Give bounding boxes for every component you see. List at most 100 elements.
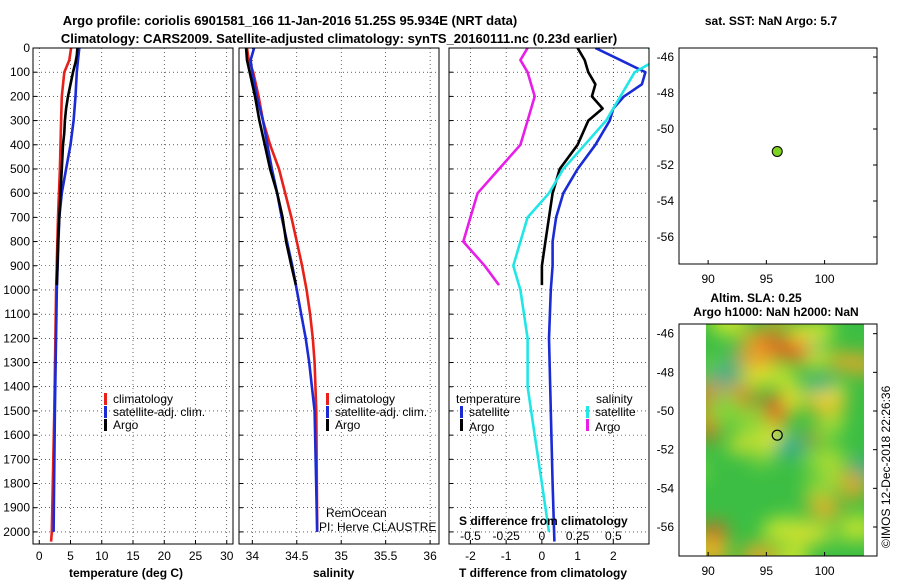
y-tick-label: 800 [10,235,30,249]
sla-blob [852,457,864,476]
sla-blob [706,541,728,556]
y-tick-label: -50 [657,404,675,418]
x-tick-label: -1 [501,549,512,563]
sla-blob [733,343,776,370]
sla-map-title-line2: Argo h1000: NaN h2000: NaN [693,305,858,319]
legend-label-climatology: climatology [113,392,173,406]
s-tick-label: 0.5 [605,529,622,543]
legend-label-temp-argo: Argo [469,420,495,434]
sla-blob [788,324,821,344]
sla-map-panel: -46 -48 -50 -52 -54 -56 90 95 100 [657,323,878,578]
s-tick-label: 0.25 [566,529,590,543]
x-tick-label: 20 [158,549,172,563]
legend-swatch-climatology [326,393,329,405]
sla-blob [849,352,864,377]
x-tick-label: 35 [335,549,349,563]
sla-field [706,324,864,556]
x-tick-label: 2 [610,549,617,563]
x-tick-label: 34 [246,549,260,563]
series-line-satellite-adj-clim- [52,48,81,532]
temperature-panel: 0100200300400500600700800900100011001200… [3,41,233,580]
sla-blob [824,531,845,542]
legend-swatch-argo [104,419,107,431]
sla-blob [726,437,757,454]
series-line-argo [244,48,298,286]
map-frame [678,323,878,557]
sla-blob [804,432,820,443]
sla-blobs [706,324,864,556]
y-tick-label: 200 [10,89,30,103]
x-tick-label: 35.5 [374,549,398,563]
sla-blob [776,543,809,556]
y-tick-label: -52 [657,443,675,457]
sla-blob [829,410,844,427]
y-tick-label: -56 [657,230,675,244]
legend-label-climatology: climatology [335,392,395,406]
y-tick-label: 2000 [3,525,30,539]
sla-blob [783,377,796,413]
legend-swatch-temp-argo [460,419,463,431]
x-tick-label: 30 [220,549,234,563]
legend-swatch-sal-argo [586,419,589,431]
legend-label-sal-argo: Argo [595,420,621,434]
y-tick-label: 1900 [3,501,30,515]
y-tick-label: -56 [657,520,675,534]
legend-swatch-sal-satellite [586,406,589,418]
legend-label-satellite-adj: satellite-adj. clim. [335,405,427,419]
sla-blob [807,451,849,463]
x-tick-label: 10 [95,549,109,563]
legend-swatch-satellite-adj [104,406,107,418]
x-axis-label: temperature (deg C) [69,566,183,580]
y-tick-label: -54 [657,481,675,495]
y-tick-label: -46 [657,50,675,64]
sla-blob [706,522,729,543]
x-tick-label: 1 [574,549,581,563]
y-tick-label: 1400 [3,380,30,394]
figure-title-line2: Climatology: CARS2009. Satellite-adjuste… [61,31,617,46]
legend-swatch-temp-satellite [460,406,463,418]
argo-location-marker [771,146,783,157]
y-tick-label: 100 [10,65,30,79]
x-tick-label: -2 [465,549,476,563]
series-group [244,48,319,532]
x-tick-label: 15 [126,549,140,563]
sla-blob [804,378,836,393]
sla-blob [706,419,718,443]
legend-label-temp-satellite: satellite [469,405,510,419]
difference-legend: temperature satellite Argo salinity sate… [456,392,636,434]
x-tick-label: 5 [67,549,74,563]
temperature-legend: climatology satellite-adj. clim. Argo [104,392,205,432]
series-line-climatology [245,48,319,532]
y-tick-label: 1600 [3,428,30,442]
y-tick-label: 1500 [3,404,30,418]
y-tick-label: 900 [10,259,30,273]
x-tick-label: 100 [815,272,835,286]
y-tick-label: 400 [10,138,30,152]
y-tick-label: -48 [657,86,675,100]
y-tick-label: -48 [657,365,675,379]
sla-blob [773,436,806,457]
legend-label-sal-satellite: satellite [595,405,636,419]
sla-blob [706,358,723,369]
legend-title-temperature: temperature [456,392,521,406]
sst-map-title: sat. SST: NaN Argo: 5.7 [705,14,838,28]
y-tick-label: 300 [10,114,30,128]
sla-blob [748,454,775,468]
x-tick-label: 25 [189,549,203,563]
s-tick-label: -0.5 [460,529,481,543]
x-tick-label: 34.5 [285,549,309,563]
legend-swatch-climatology [104,393,107,405]
series-line-salinity-satellite [511,48,649,533]
sla-blob [706,395,745,425]
sla-blob [829,351,853,372]
salinity-panel: 34 34.5 35 35.5 36 salinity [238,47,440,580]
series-line-salinity-argo [461,48,537,286]
sla-blob [813,498,842,520]
sla-blob [735,406,769,441]
x-tick-label: 0 [539,549,546,563]
x-tick-label: 90 [701,272,715,286]
s-tick-label: -0.25 [492,529,520,543]
y-tick-label: 1100 [4,307,30,321]
annotation-remocean: RemOcean [326,506,387,520]
